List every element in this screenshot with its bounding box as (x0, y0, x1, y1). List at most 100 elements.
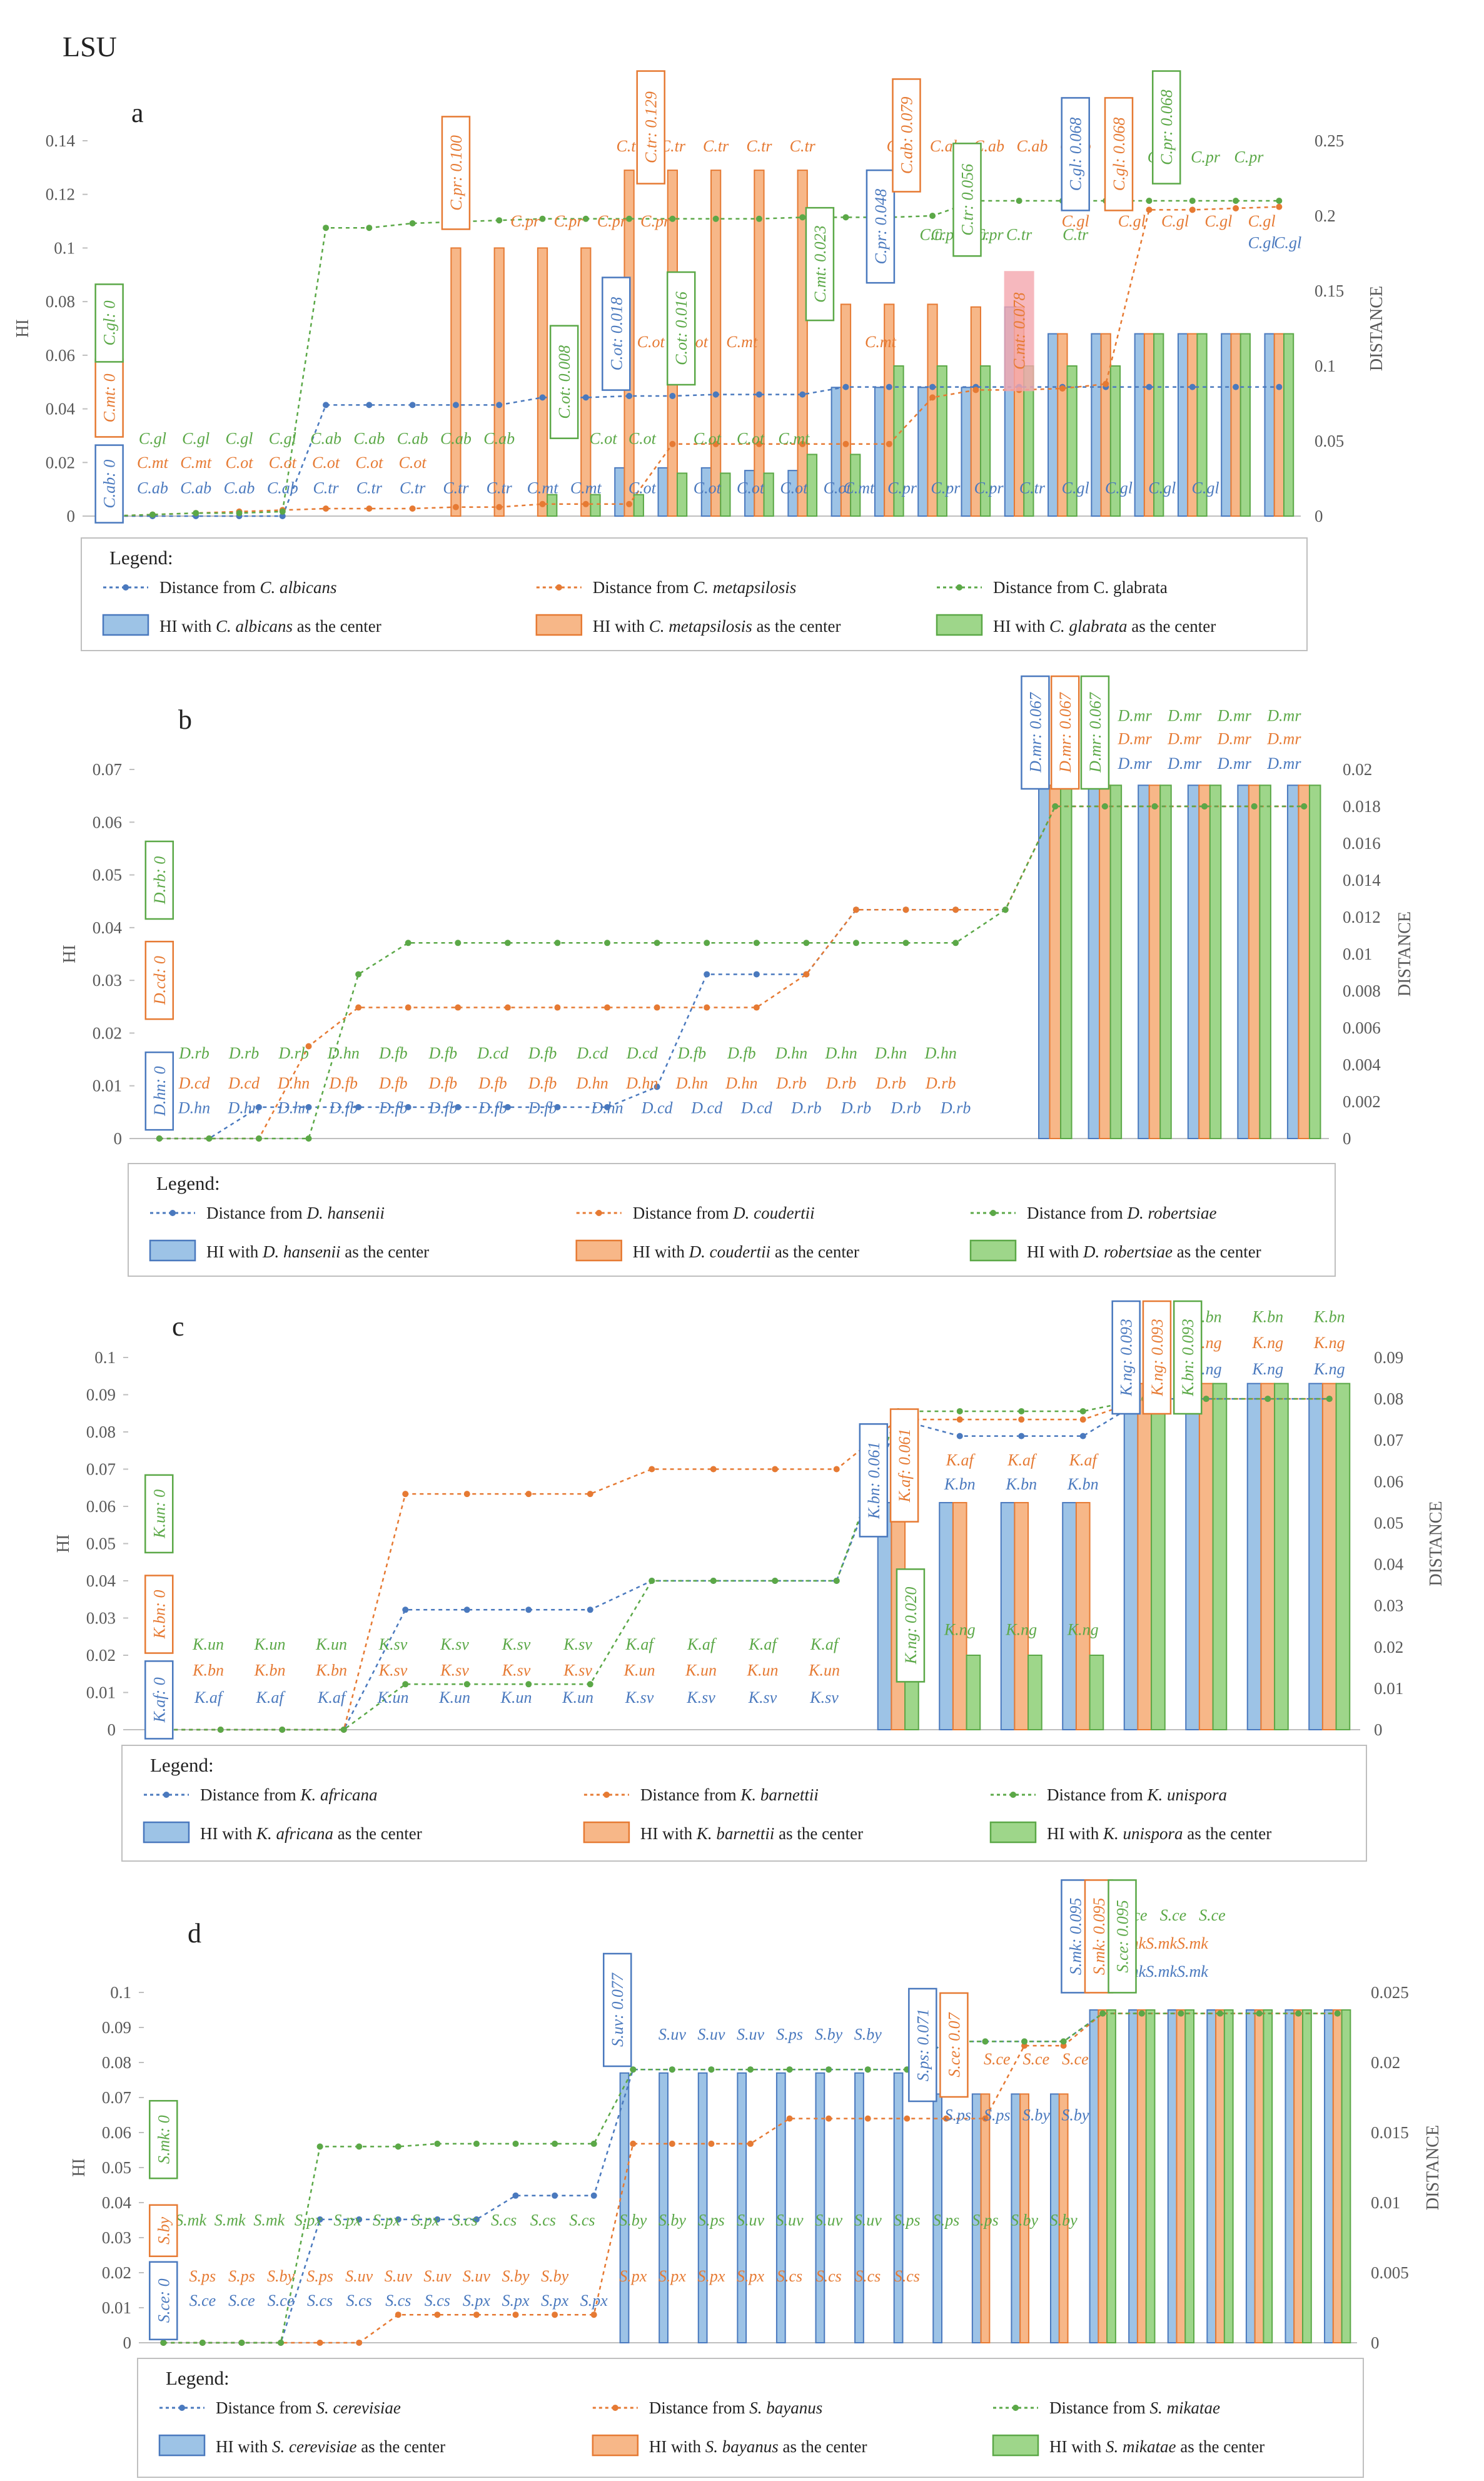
species-label: D.mr (1266, 706, 1301, 724)
bar-green (1239, 333, 1251, 517)
species-label: C.pr (1234, 148, 1264, 166)
y2-axis-title: DISTANCE (1395, 911, 1415, 997)
legend-entry-species: D. coudertii (732, 1204, 814, 1222)
y2-tick-label: 0.05 (1374, 1513, 1403, 1532)
species-label: C.gl (1248, 233, 1276, 251)
line-point-green (156, 1135, 163, 1142)
series-line-orange (163, 2012, 1338, 2344)
legend-entry-suffix: as the center (333, 1824, 422, 1843)
legend-entry-prefix: HI with (159, 617, 216, 636)
bar-orange (493, 247, 505, 517)
line-point-green (395, 2143, 401, 2150)
line-point-orange (473, 2311, 480, 2318)
y-axis-title: HI (54, 1535, 73, 1553)
species-label: S.px (502, 2291, 530, 2310)
y-tick-label: 0.1 (94, 1348, 116, 1367)
y2-tick-label: 0.06 (1374, 1472, 1403, 1491)
line-point-blue (512, 2192, 519, 2199)
line-point-blue (712, 391, 719, 398)
species-label: C.ab (1017, 137, 1048, 155)
y2-tick-label: 0.01 (1371, 2193, 1400, 2212)
species-label: D.hn (327, 1044, 360, 1062)
line-point-green (1301, 803, 1308, 809)
species-label: D.hn (725, 1074, 757, 1092)
callout-box (866, 169, 896, 284)
callout-box (1050, 675, 1080, 790)
callout-box (602, 277, 631, 391)
bar-orange (1176, 2009, 1186, 2343)
species-label: S.ps (776, 2026, 803, 2044)
legend-entry-suffix: as the center (779, 2437, 867, 2456)
y-tick-label: 0.06 (102, 2123, 131, 2142)
species-label: K.sv (502, 1662, 531, 1680)
callout: S.ce: 0.07 (939, 1992, 969, 2098)
line-point-orange (1189, 206, 1196, 213)
callout-box (149, 2099, 178, 2179)
bar-blue (775, 2072, 786, 2344)
species-label: D.fb (727, 1044, 756, 1062)
callout: C.mt: 0 (94, 358, 124, 438)
species-label: K.un (192, 1635, 224, 1653)
line-point-green (1060, 2038, 1067, 2045)
species-label: K.af (749, 1635, 779, 1653)
line-point-green (704, 940, 710, 946)
bar-green (1341, 2009, 1351, 2343)
species-label: S.px (541, 2291, 569, 2310)
species-label: C.tr (1006, 226, 1032, 244)
legend-title: Legend: (156, 1172, 220, 1194)
line-point-orange (704, 1004, 710, 1011)
line-point-blue (929, 383, 936, 390)
bar-green (936, 365, 947, 517)
bar-green (1283, 333, 1295, 517)
legend-entry-prefix: Distance from (1027, 1204, 1127, 1222)
bar-blue (659, 2072, 669, 2344)
legend-entry-species: K. barnettii (696, 1824, 775, 1843)
species-label: S.ce (1160, 1906, 1187, 1924)
species-label: S.by (541, 2267, 569, 2285)
line-point-blue (539, 394, 546, 401)
y2-tick-label: 0.02 (1371, 2053, 1400, 2072)
legend-line-marker (595, 1210, 602, 1216)
species-label: S.ps (189, 2267, 216, 2285)
line-point-orange (552, 2311, 558, 2318)
line-point-green (1251, 803, 1258, 809)
y2-tick-label: 0.015 (1371, 2123, 1409, 2142)
bar-blue (1091, 333, 1102, 517)
line-point-green (1233, 198, 1239, 204)
bar-orange (1248, 784, 1261, 1140)
species-label: K.ng (1313, 1360, 1345, 1378)
callout-box (1142, 1300, 1172, 1415)
callout-box (1021, 675, 1050, 790)
line-point-blue (654, 1083, 660, 1090)
line-point-green (982, 2038, 989, 2045)
legend-entry-prefix: HI with (200, 1824, 256, 1843)
species-label: S.px (619, 2267, 647, 2285)
bar-green (1335, 1383, 1351, 1730)
line-point-orange (772, 1466, 779, 1473)
callout-text: S.uv: 0.077 (608, 1972, 627, 2047)
species-label: C.gl (1148, 479, 1176, 497)
species-label: C.ot (628, 479, 657, 497)
line-point-green (772, 1578, 779, 1584)
line-point-green (434, 2140, 441, 2147)
line-point-green (255, 1135, 262, 1142)
callout-text: K.ng: 0.093 (1148, 1319, 1166, 1397)
line-point-green (193, 510, 199, 517)
callout: S.uv: 0.077 (602, 1952, 632, 2068)
species-label: C.pr (554, 212, 584, 230)
bar-orange (1215, 2009, 1225, 2343)
bar-blue (854, 2072, 864, 2344)
species-label: S.by (815, 2026, 843, 2044)
species-label: C.pr (510, 212, 540, 230)
line-point-orange (799, 440, 806, 447)
line-point-green (1334, 2010, 1341, 2017)
species-label: S.uv (737, 2211, 765, 2229)
line-point-green (929, 213, 936, 219)
species-label: S.by (267, 2267, 295, 2285)
species-label: C.gl (1118, 212, 1146, 230)
callout-text: S.ce: 0 (154, 2278, 173, 2323)
y2-tick-label: 0.014 (1343, 871, 1381, 890)
species-label: C.tr (313, 479, 339, 497)
line-point-green (1079, 1408, 1086, 1414)
species-label: D.fb (428, 1044, 458, 1062)
